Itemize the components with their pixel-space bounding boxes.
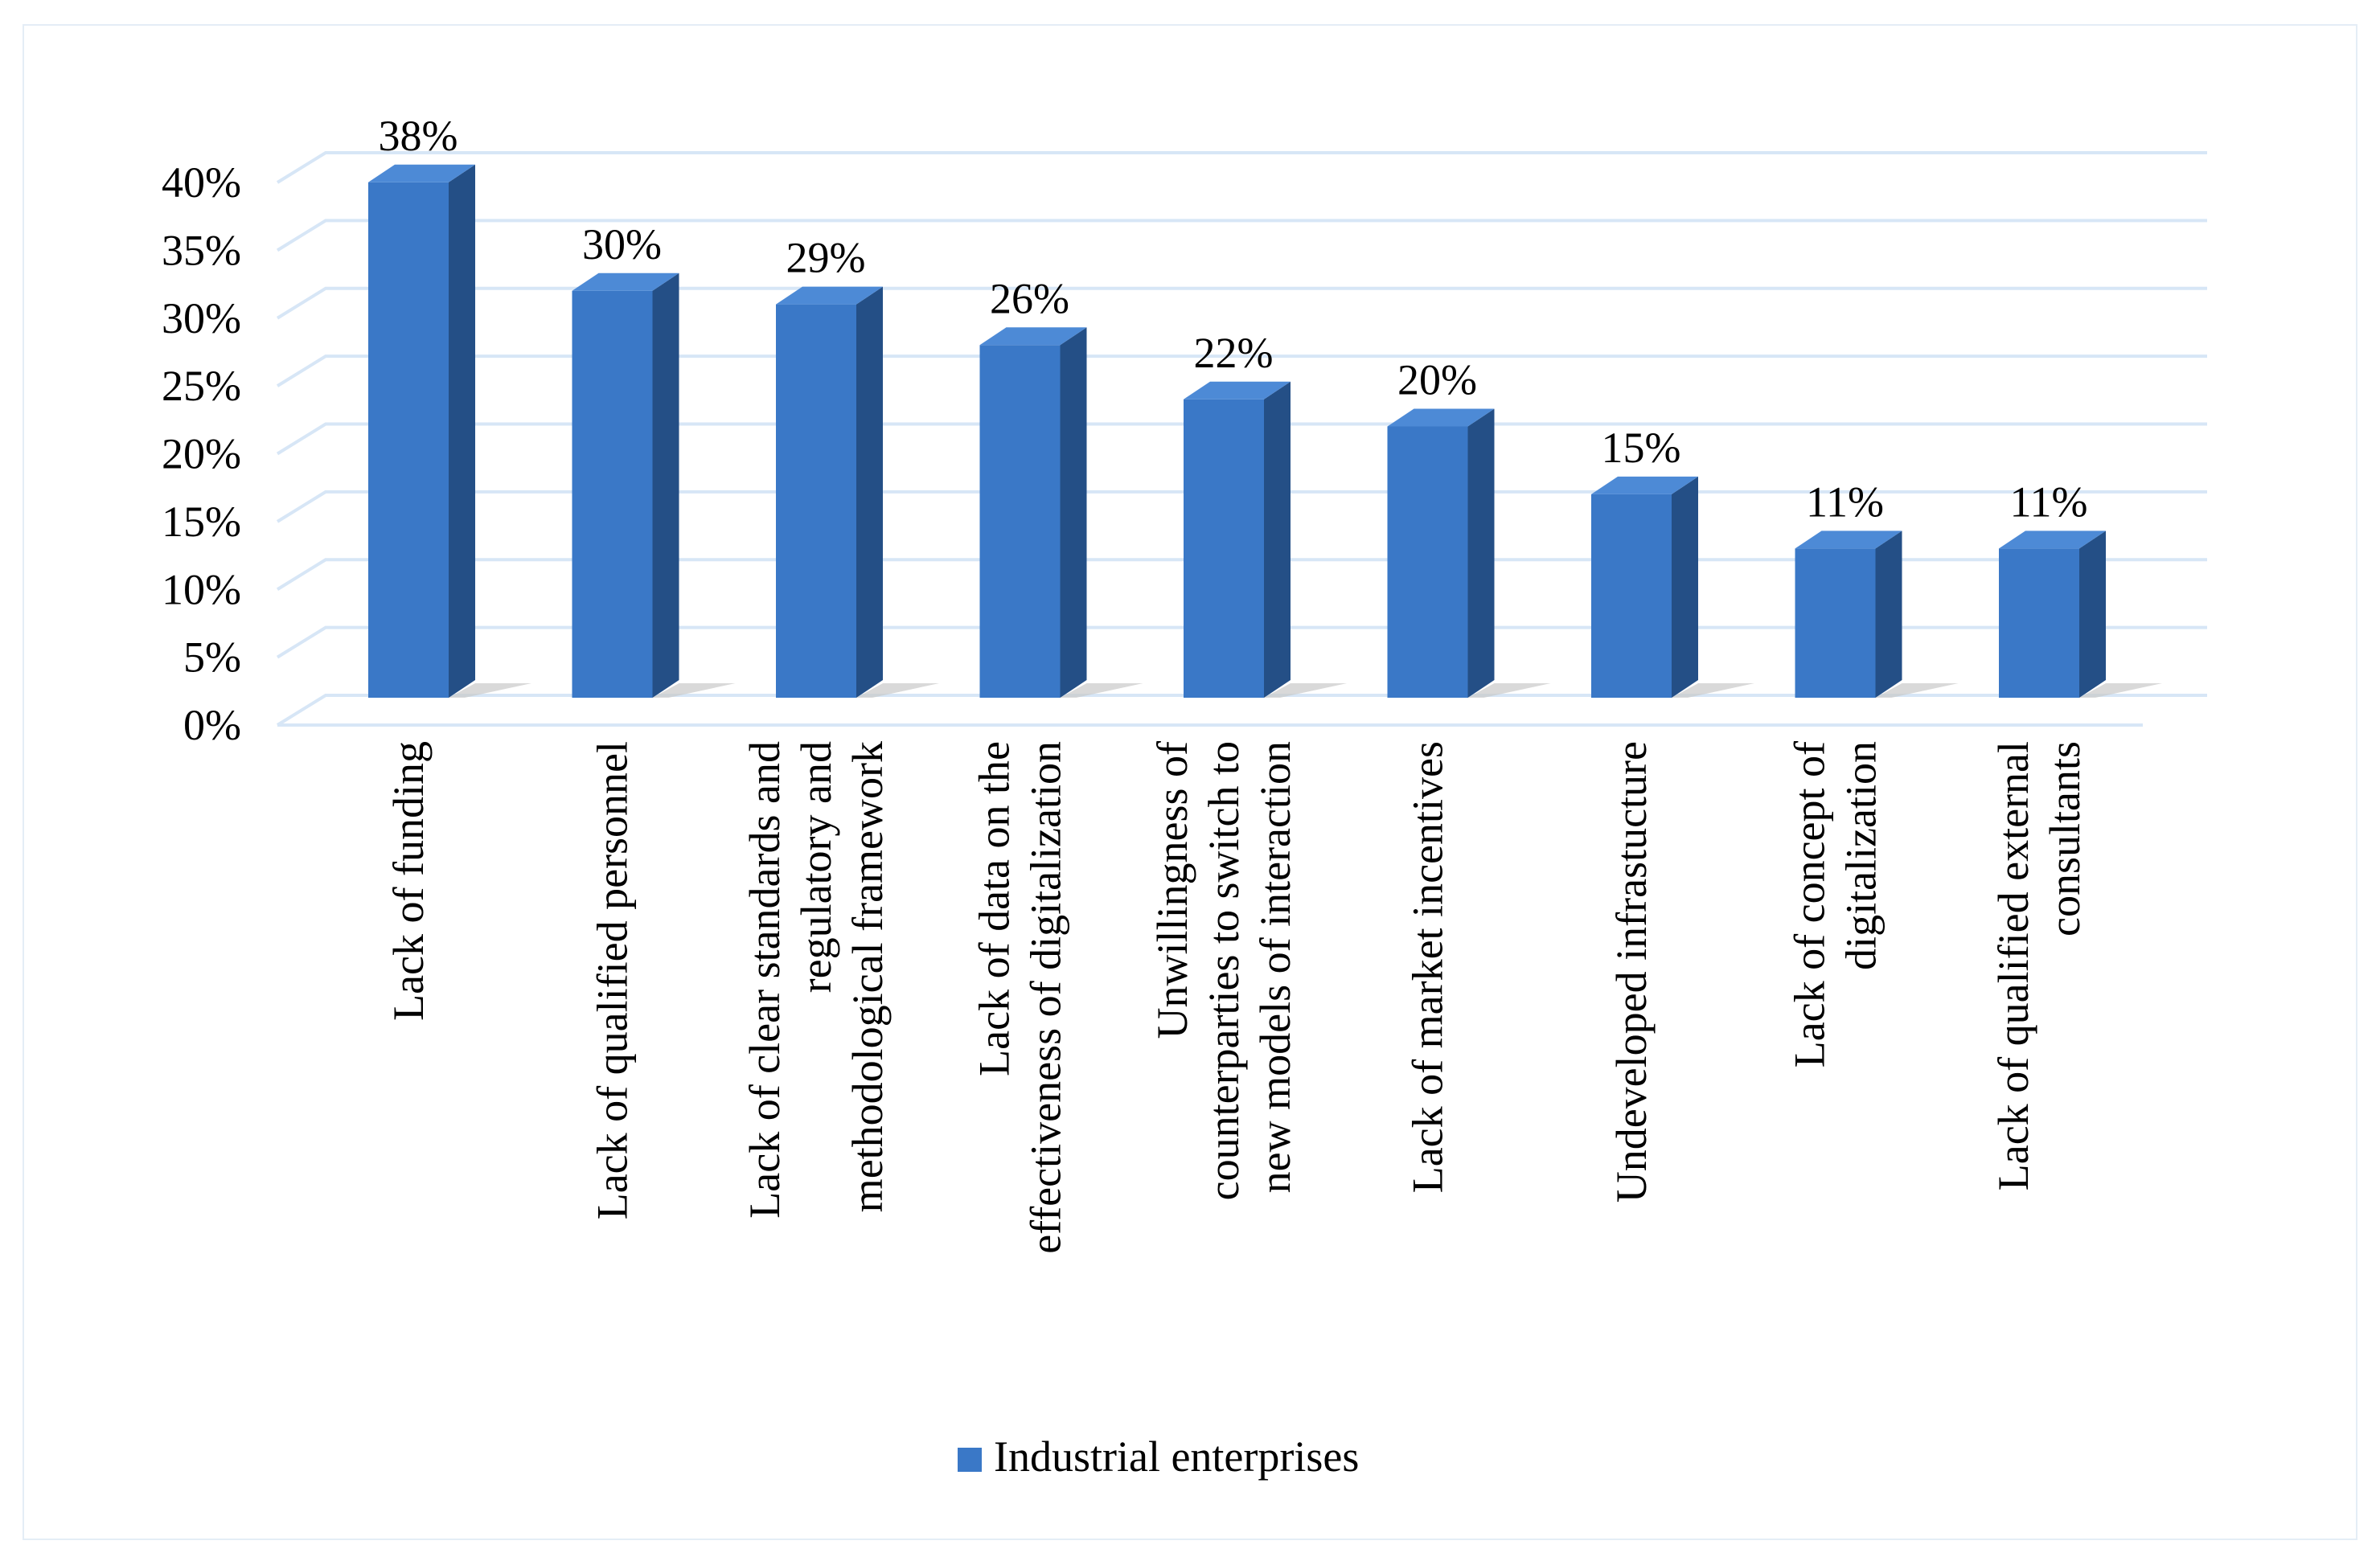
y-tick-label: 5% [183, 633, 241, 682]
bar [776, 304, 856, 698]
category-labels: Lack of funding Lack of qualified personn… [384, 741, 2089, 1254]
bar-side [2079, 531, 2106, 698]
data-label: 11% [1806, 477, 1884, 526]
y-tick-label: 30% [162, 294, 241, 342]
bar-side [652, 272, 679, 698]
bar-shadow [1060, 683, 1143, 698]
data-label: 20% [1397, 356, 1477, 404]
y-axis-ticks: 0% 5% 10% 15% 20% 25% 30% 35% 40% [162, 158, 241, 749]
data-label: 15% [1602, 424, 1681, 472]
y-tick-label: 35% [162, 226, 241, 274]
bar-top [1184, 381, 1291, 400]
category-label: Lack of data on the effectiveness of digi… [970, 741, 1070, 1254]
gridlines [276, 151, 2207, 727]
gridline [276, 625, 2207, 659]
bar-top [1795, 531, 1902, 549]
category-label-line: Lack of qualified external [1989, 741, 2037, 1190]
category-label-line: digitalization [1837, 741, 1886, 970]
bar-shadow [2079, 683, 2162, 698]
bar-top [979, 327, 1087, 346]
bar [979, 345, 1061, 698]
gridline [276, 151, 2207, 184]
bar-shadow [856, 683, 939, 698]
bars [368, 164, 2162, 698]
bar [368, 182, 449, 698]
bar-top [1387, 408, 1495, 427]
bar-side [1467, 408, 1495, 698]
bar-shadow [1467, 683, 1551, 698]
bar-shadow [652, 683, 736, 698]
legend: Industrial enterprises [958, 1432, 1359, 1481]
y-tick-label: 0% [183, 701, 241, 749]
gridline [276, 694, 2207, 727]
data-label: 30% [582, 220, 662, 268]
bar-side [1060, 327, 1087, 698]
bar-side [449, 164, 475, 698]
bar-top [368, 164, 475, 182]
y-tick-label: 15% [162, 498, 241, 546]
category-label-line: Lack of clear standards and [741, 741, 789, 1219]
bar-side [1672, 476, 1698, 698]
y-tick-label: 10% [162, 565, 241, 613]
category-label-line: Lack of qualified personnel [589, 741, 637, 1219]
category-label-line: Lack of market incentives [1404, 741, 1452, 1193]
category-label: Undeveloped infrastucture [1607, 741, 1656, 1203]
gridline [276, 219, 2207, 252]
data-label: 38% [379, 112, 458, 160]
data-label: 11% [2010, 477, 2088, 526]
category-label-line: methodological framework [843, 741, 892, 1212]
gridline [276, 490, 2207, 523]
bar-top [1999, 531, 2106, 549]
category-label-line: counterparties to switch to [1200, 741, 1248, 1200]
category-label-line: effectiveness of digitalization [1022, 741, 1070, 1254]
category-label-line: regulatory and [792, 741, 840, 993]
bar-top [776, 286, 883, 305]
category-label: Lack of qualified external consultants [1989, 741, 2089, 1190]
bar [1591, 494, 1672, 698]
bar-shadow [1264, 683, 1347, 698]
category-label-line: Unwillingness of [1148, 741, 1196, 1039]
bar-shadow [1875, 683, 1959, 698]
bar [1184, 399, 1264, 698]
legend-label: Industrial enterprises [994, 1432, 1359, 1481]
bar-top [1591, 476, 1698, 494]
bar-top [572, 272, 679, 291]
bar-side [856, 286, 883, 698]
bar-side [1875, 531, 1902, 698]
category-label-line: Lack of funding [384, 741, 433, 1021]
category-label-line: Undeveloped infrastucture [1607, 741, 1656, 1203]
category-label: Lack of funding [384, 741, 433, 1021]
category-label: Lack of clear standards and regulatory an… [741, 741, 892, 1219]
gridline [276, 354, 2207, 387]
category-label: Lack of concept of digitalization [1786, 741, 1886, 1067]
y-tick-label: 20% [162, 430, 241, 478]
legend-swatch [958, 1448, 982, 1472]
data-label: 22% [1194, 329, 1274, 377]
category-label-line: Lack of concept of [1786, 741, 1834, 1067]
category-label: Lack of market incentives [1404, 741, 1452, 1193]
bar-side [1264, 381, 1291, 698]
category-label: Lack of qualified personnel [589, 741, 637, 1219]
gridline [276, 286, 2207, 320]
bar [1999, 548, 2079, 698]
category-label: Unwillingness of counterparties to switch… [1148, 741, 1299, 1200]
data-label: 26% [990, 274, 1069, 322]
bar [1795, 548, 1876, 698]
y-tick-label: 25% [162, 362, 241, 410]
bar [1387, 426, 1468, 698]
bar [572, 290, 653, 698]
gridline [276, 558, 2207, 591]
category-label-line: Lack of data on the [970, 741, 1019, 1076]
data-label: 29% [786, 234, 866, 282]
bar-shadow [1672, 683, 1754, 698]
category-label-line: new models of interaction [1251, 741, 1299, 1193]
y-tick-label: 40% [162, 158, 241, 207]
gridline [276, 422, 2207, 456]
category-label-line: consultants [2041, 741, 2089, 936]
bar-shadow [449, 683, 531, 698]
data-labels: 38% 30% 29% 26% 22% 20% 15% 11% 11% [379, 112, 2088, 527]
